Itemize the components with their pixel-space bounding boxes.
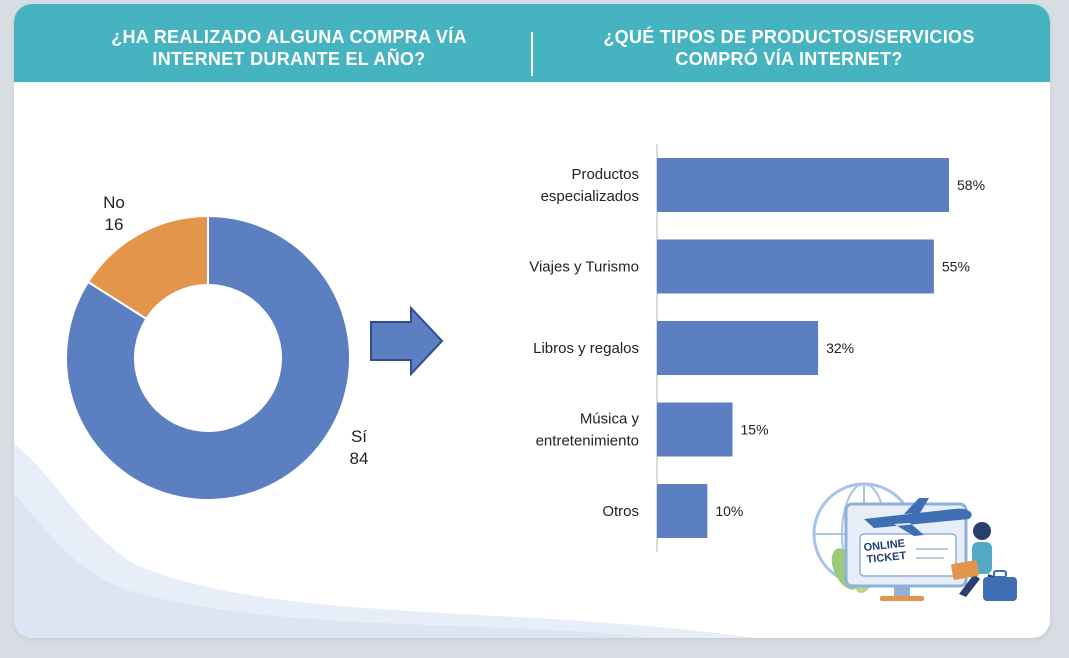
- donut-label-category: No: [103, 193, 125, 212]
- ticket-text-line-1: ONLINE: [863, 538, 906, 554]
- donut-slice-no: [86, 214, 209, 321]
- bar: [657, 239, 934, 294]
- bar: [657, 158, 949, 212]
- right-question-title: ¿QUÉ TIPOS DE PRODUCTOS/SERVICIOS COMPRÓ…: [554, 26, 1024, 70]
- bar-value-label: 32%: [826, 340, 854, 356]
- header-bar: ¿HA REALIZADO ALGUNA COMPRA VÍA INTERNET…: [14, 4, 1050, 82]
- bar-value-label: 58%: [957, 177, 985, 193]
- bar: [657, 484, 708, 538]
- charts-canvas: Sí 84 No 16 58% Productos especializados 55% Vi…: [14, 144, 1017, 638]
- background-wave-back: [14, 444, 754, 638]
- donut-label-value: 84: [350, 449, 369, 468]
- ticket-text-line-2: TICKET: [866, 550, 907, 566]
- bar: [657, 321, 819, 375]
- suitcase-icon: [983, 570, 1017, 601]
- airplane-icon: [864, 498, 972, 536]
- bar-chart: 58% Productos especializados 55% Viajes y Tu…: [529, 158, 985, 538]
- right-title-line-2: COMPRÓ VÍA INTERNET?: [675, 49, 903, 69]
- ticket-icon: ONLINE TICKET: [859, 533, 957, 577]
- right-title-line-1: ¿QUÉ TIPOS DE PRODUCTOS/SERVICIOS: [603, 27, 975, 47]
- arrow-right-icon: [370, 305, 444, 377]
- bar-category-label: Música y: [580, 411, 640, 428]
- person-with-laptop-icon: [951, 522, 994, 598]
- header-divider: [531, 32, 533, 76]
- bar: [657, 402, 733, 457]
- bar-value-label: 55%: [942, 259, 970, 275]
- donut-chart: Sí 84 No 16: [65, 193, 369, 501]
- left-title-line-2: INTERNET DURANTE EL AÑO?: [152, 49, 426, 69]
- bar-category-label: Viajes y Turismo: [529, 259, 639, 276]
- online-ticket-illustration: ONLINE TICKET: [812, 482, 1017, 601]
- left-question-title: ¿HA REALIZADO ALGUNA COMPRA VÍA INTERNET…: [54, 26, 524, 70]
- left-title-line-1: ¿HA REALIZADO ALGUNA COMPRA VÍA: [111, 27, 467, 47]
- donut-slice-si: [65, 214, 351, 501]
- infographic-card: ¿HA REALIZADO ALGUNA COMPRA VÍA INTERNET…: [14, 4, 1050, 638]
- bar-value-label: 15%: [741, 422, 769, 438]
- bar-category-label: especializados: [541, 188, 639, 205]
- donut-label-value: 16: [105, 215, 124, 234]
- bar-category-label: Productos: [571, 166, 639, 183]
- bar-category-label: Otros: [602, 503, 639, 520]
- bar-value-label: 10%: [715, 503, 743, 519]
- bar-category-label: entretenimiento: [536, 433, 639, 450]
- background-wave-front: [14, 494, 654, 638]
- bar-category-label: Libros y regalos: [533, 340, 639, 357]
- donut-label-category: Sí: [351, 427, 367, 446]
